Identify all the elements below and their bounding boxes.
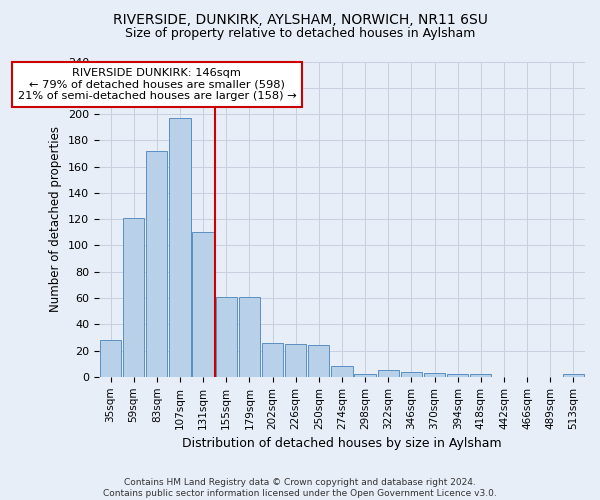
Bar <box>123 218 145 377</box>
Bar <box>193 232 214 377</box>
Text: RIVERSIDE DUNKIRK: 146sqm
← 79% of detached houses are smaller (598)
21% of semi: RIVERSIDE DUNKIRK: 146sqm ← 79% of detac… <box>17 68 296 102</box>
Text: Size of property relative to detached houses in Aylsham: Size of property relative to detached ho… <box>125 28 475 40</box>
Text: RIVERSIDE, DUNKIRK, AYLSHAM, NORWICH, NR11 6SU: RIVERSIDE, DUNKIRK, AYLSHAM, NORWICH, NR… <box>113 12 487 26</box>
Bar <box>424 373 445 377</box>
Bar <box>146 151 167 377</box>
Bar <box>355 374 376 377</box>
Text: Contains HM Land Registry data © Crown copyright and database right 2024.
Contai: Contains HM Land Registry data © Crown c… <box>103 478 497 498</box>
X-axis label: Distribution of detached houses by size in Aylsham: Distribution of detached houses by size … <box>182 437 502 450</box>
Bar <box>285 344 307 377</box>
Bar <box>100 340 121 377</box>
Bar <box>401 372 422 377</box>
Bar <box>239 296 260 377</box>
Y-axis label: Number of detached properties: Number of detached properties <box>49 126 62 312</box>
Bar <box>377 370 399 377</box>
Bar <box>470 374 491 377</box>
Bar <box>308 346 329 377</box>
Bar <box>215 296 237 377</box>
Bar <box>447 374 469 377</box>
Bar <box>563 374 584 377</box>
Bar <box>169 118 191 377</box>
Bar <box>262 342 283 377</box>
Bar <box>331 366 353 377</box>
